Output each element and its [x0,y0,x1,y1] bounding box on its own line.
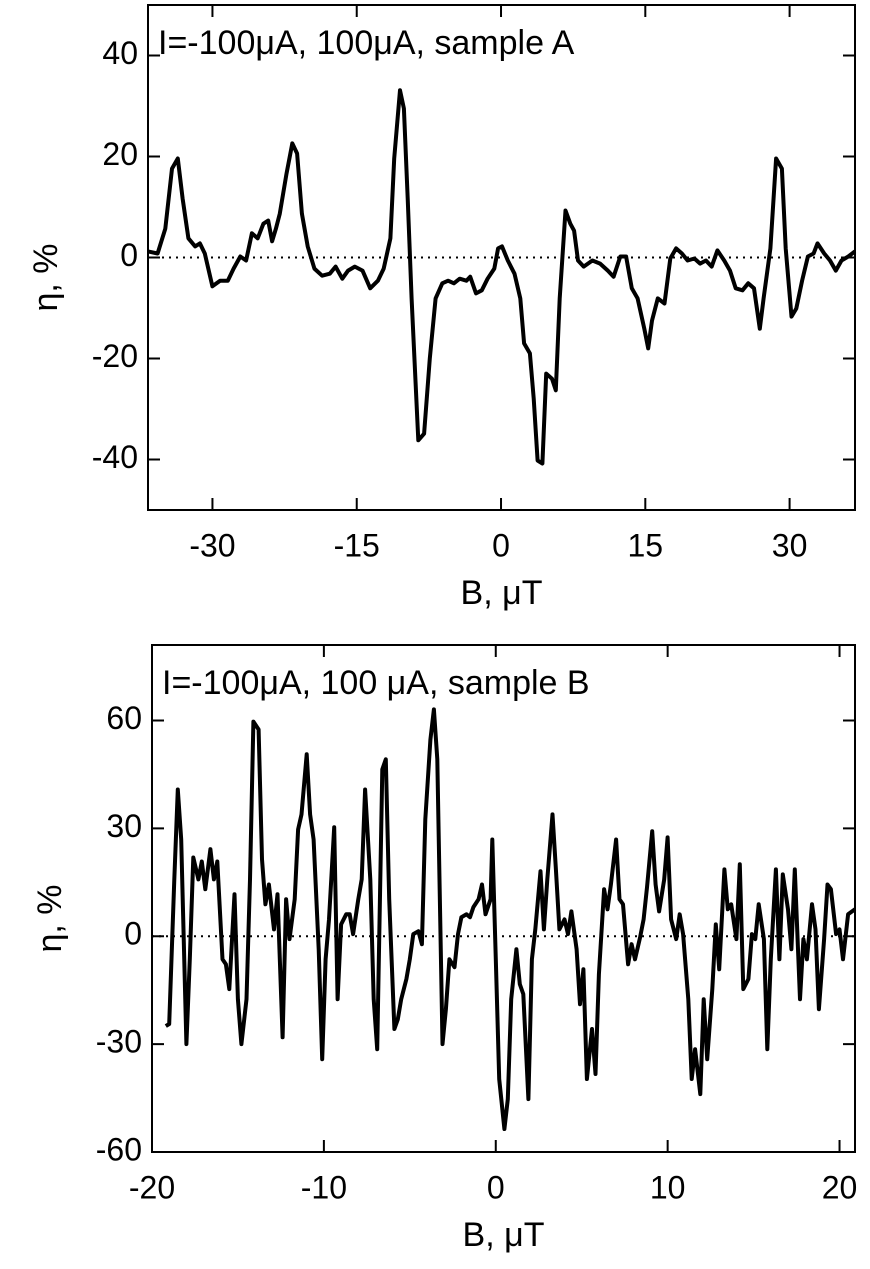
x-tick-label: 15 [628,527,664,563]
y-tick-label: -60 [96,1131,142,1167]
x-tick-label: 0 [487,1169,505,1205]
x-tick-label: -30 [189,527,235,563]
annotation: I=-100μA, 100μA, sample A [158,24,575,62]
y-axis-label: η, % [27,243,65,311]
x-tick-label: 10 [650,1169,686,1205]
y-tick-label: 40 [102,35,138,71]
data-line [164,707,857,1131]
x-axis-label: B, μT [463,1216,545,1254]
x-axis-label: B, μT [461,574,543,612]
y-tick-label: 0 [124,916,142,952]
y-tick-label: 30 [106,808,142,844]
data-line [147,88,857,466]
y-tick-label: -30 [96,1024,142,1060]
x-tick-label: -10 [301,1169,347,1205]
y-tick-label: -40 [92,439,138,475]
y-axis-label: η, % [31,884,69,952]
plot-frame [151,644,856,1153]
y-tick-label: 60 [106,700,142,736]
x-tick-label: -15 [334,527,380,563]
y-tick-label: 20 [102,136,138,172]
x-tick-label: -20 [129,1169,175,1205]
y-tick-label: 0 [120,237,138,273]
annotation: I=-100μA, 100 μA, sample B [162,664,590,702]
y-tick-label: -20 [92,338,138,374]
x-tick-label: 30 [772,527,808,563]
x-tick-label: 20 [822,1169,858,1205]
x-tick-label: 0 [492,527,510,563]
